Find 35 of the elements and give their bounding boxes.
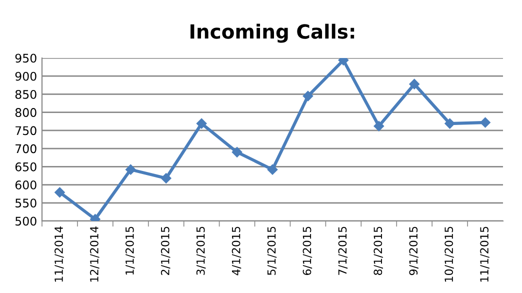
- y-tick-label: 950: [15, 54, 36, 63]
- point: [232, 147, 242, 158]
- y-tick-label: 900: [15, 72, 36, 81]
- point: [196, 118, 207, 129]
- y-tick-label: 600: [15, 180, 36, 190]
- point: [161, 173, 172, 184]
- point: [409, 78, 420, 90]
- point: [374, 120, 384, 132]
- x-tick-label: 4/1/2015: [232, 226, 242, 276]
- point: [54, 187, 65, 198]
- x-tick-label: 7/1/2015: [338, 226, 348, 275]
- x-tick-label: 5/1/2015: [267, 226, 277, 275]
- x-tick-label: 8/1/2015: [374, 226, 383, 276]
- point: [444, 118, 455, 129]
- x-tick-label: 10/1/2015: [444, 226, 454, 282]
- y-tick-label: 850: [15, 90, 36, 99]
- y-tick-label: 800: [15, 108, 36, 117]
- y-tick-label: 500: [16, 216, 36, 226]
- point: [126, 164, 136, 175]
- x-tick-label: 11/1/2014: [54, 226, 64, 282]
- x-tick-label: 1/1/2015: [125, 226, 135, 275]
- x-tick-label: 3/1/2015: [196, 226, 206, 275]
- y-tick-label: 750: [16, 126, 36, 136]
- y-tick-label: 700: [16, 144, 36, 154]
- y-tick-label: 550: [16, 198, 36, 208]
- point: [267, 164, 278, 175]
- x-tick-label: 12/1/2014: [90, 226, 100, 282]
- x-tick-label: 9/1/2015: [409, 226, 418, 276]
- x-tick-label: 2/1/2015: [160, 226, 170, 275]
- y-tick-label: 650: [15, 162, 36, 172]
- point: [302, 90, 314, 102]
- x-tick-label: 6/1/2015: [302, 226, 312, 275]
- chart-title: Incoming Calls:: [190, 24, 354, 43]
- point: [480, 117, 490, 128]
- x-tick-label: 11/1/2015: [480, 226, 490, 282]
